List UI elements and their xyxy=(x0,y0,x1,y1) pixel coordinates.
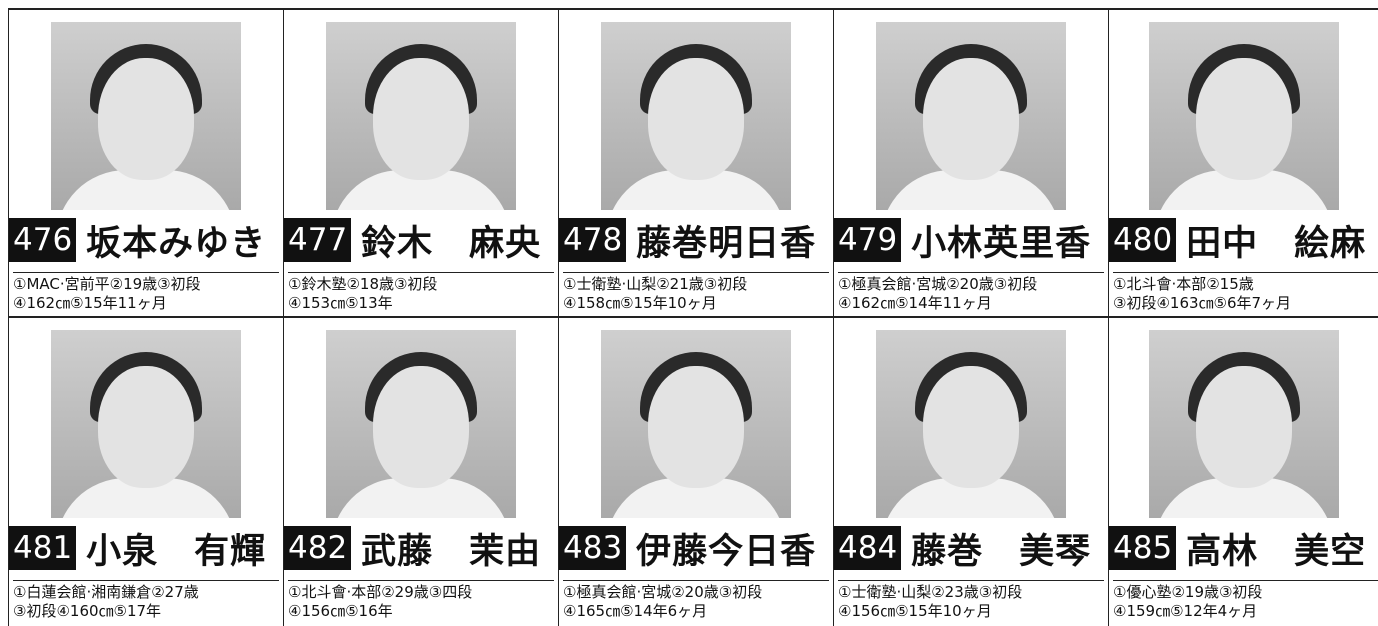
athlete-name: 高林 美空 xyxy=(1186,531,1367,572)
athlete-name: 伊藤今日香 xyxy=(636,531,817,572)
name-bar: 480 田中 絵麻 xyxy=(1109,215,1378,265)
profile-card: 478 藤巻明日香 ①士衛塾·山梨②21歳③初段 ④158㎝⑤15年10ヶ月 xyxy=(558,8,833,318)
name-bar: 484 藤巻 美琴 xyxy=(834,523,1107,573)
photo-face xyxy=(1195,366,1292,488)
entry-number: 479 xyxy=(834,218,902,262)
athlete-name: 鈴木 麻央 xyxy=(361,223,542,264)
athlete-name: 坂本みゆき xyxy=(86,223,267,264)
athlete-name: 藤巻 美琴 xyxy=(911,531,1092,572)
portrait-photo xyxy=(326,330,516,518)
athlete-info: ①北斗會·本部②29歳③四段 ④156㎝⑤16年 xyxy=(288,580,554,621)
info-line: ①白蓮会館·湘南鎌倉②27歳 xyxy=(13,583,199,601)
profile-card: 483 伊藤今日香 ①極真会館·宮城②20歳③初段 ④165㎝⑤14年6ヶ月 xyxy=(558,316,833,626)
profile-card: 476 坂本みゆき ①MAC·宮前平②19歳③初段 ④162㎝⑤15年11ヶ月 xyxy=(8,8,283,318)
athlete-info: ①優心塾②19歳③初段 ④159㎝⑤12年4ヶ月 xyxy=(1113,580,1378,621)
athlete-name: 田中 絵麻 xyxy=(1186,223,1367,264)
photo-face xyxy=(648,366,744,488)
portrait-photo xyxy=(1148,22,1339,210)
photo-face xyxy=(373,58,469,180)
athlete-info: ①極真会館·宮城②20歳③初段 ④165㎝⑤14年6ヶ月 xyxy=(563,580,829,621)
profile-card: 482 武藤 茉由 ①北斗會·本部②29歳③四段 ④156㎝⑤16年 xyxy=(283,316,558,626)
portrait-photo xyxy=(876,22,1066,210)
name-bar: 481 小泉 有輝 xyxy=(9,523,282,573)
info-line: ④156㎝⑤15年10ヶ月 xyxy=(838,602,992,620)
athlete-info: ①士衛塾·山梨②23歳③初段 ④156㎝⑤15年10ヶ月 xyxy=(838,580,1104,621)
photo-face xyxy=(98,366,194,488)
photo-face xyxy=(98,58,194,180)
athlete-info: ①MAC·宮前平②19歳③初段 ④162㎝⑤15年11ヶ月 xyxy=(13,272,279,313)
entry-number: 476 xyxy=(9,218,77,262)
info-line: ④162㎝⑤14年11ヶ月 xyxy=(838,294,992,312)
entry-number: 477 xyxy=(284,218,352,262)
athlete-name: 小泉 有輝 xyxy=(86,531,267,572)
name-bar: 476 坂本みゆき xyxy=(9,215,282,265)
name-bar: 479 小林英里香 xyxy=(834,215,1107,265)
athlete-name: 武藤 茉由 xyxy=(361,531,542,572)
photo-face xyxy=(923,58,1019,180)
athlete-name: 藤巻明日香 xyxy=(636,223,817,264)
photo-face xyxy=(1195,58,1292,180)
profile-card: 479 小林英里香 ①極真会館·宮城②20歳③初段 ④162㎝⑤14年11ヶ月 xyxy=(833,8,1108,318)
entry-number: 485 xyxy=(1109,526,1177,570)
info-line: ④165㎝⑤14年6ヶ月 xyxy=(563,602,708,620)
info-line: ①北斗會·本部②29歳③四段 xyxy=(288,583,473,601)
entry-number: 483 xyxy=(559,526,627,570)
name-bar: 477 鈴木 麻央 xyxy=(284,215,557,265)
name-bar: 478 藤巻明日香 xyxy=(559,215,832,265)
info-line: ①MAC·宮前平②19歳③初段 xyxy=(13,275,201,293)
info-line: ①極真会館·宮城②20歳③初段 xyxy=(838,275,1038,293)
info-line: ④156㎝⑤16年 xyxy=(288,602,393,620)
portrait-photo xyxy=(51,22,241,210)
name-bar: 485 高林 美空 xyxy=(1109,523,1378,573)
portrait-photo xyxy=(326,22,516,210)
portrait-photo xyxy=(876,330,1066,518)
info-line: ③初段④163㎝⑤6年7ヶ月 xyxy=(1113,294,1292,312)
profile-card: 481 小泉 有輝 ①白蓮会館·湘南鎌倉②27歳 ③初段④160㎝⑤17年 xyxy=(8,316,283,626)
athlete-info: ①極真会館·宮城②20歳③初段 ④162㎝⑤14年11ヶ月 xyxy=(838,272,1104,313)
portrait-photo xyxy=(1148,330,1339,518)
athlete-info: ①北斗會·本部②15歳 ③初段④163㎝⑤6年7ヶ月 xyxy=(1113,272,1378,313)
info-line: ④159㎝⑤12年4ヶ月 xyxy=(1113,602,1258,620)
info-line: ③初段④160㎝⑤17年 xyxy=(13,602,162,620)
info-line: ①優心塾②19歳③初段 xyxy=(1113,583,1263,601)
portrait-photo xyxy=(601,330,791,518)
portrait-photo xyxy=(51,330,241,518)
entry-number: 480 xyxy=(1109,218,1177,262)
profile-card: 480 田中 絵麻 ①北斗會·本部②15歳 ③初段④163㎝⑤6年7ヶ月 xyxy=(1108,8,1378,318)
info-line: ①鈴木塾②18歳③初段 xyxy=(288,275,438,293)
info-line: ④158㎝⑤15年10ヶ月 xyxy=(563,294,717,312)
info-line: ①北斗會·本部②15歳 xyxy=(1113,275,1254,293)
profile-card: 477 鈴木 麻央 ①鈴木塾②18歳③初段 ④153㎝⑤13年 xyxy=(283,8,558,318)
athlete-name: 小林英里香 xyxy=(911,223,1092,264)
athlete-info: ①白蓮会館·湘南鎌倉②27歳 ③初段④160㎝⑤17年 xyxy=(13,580,279,621)
entry-number: 484 xyxy=(834,526,902,570)
info-line: ④153㎝⑤13年 xyxy=(288,294,393,312)
name-bar: 482 武藤 茉由 xyxy=(284,523,557,573)
info-line: ①士衛塾·山梨②21歳③初段 xyxy=(563,275,748,293)
portrait-photo xyxy=(601,22,791,210)
athlete-info: ①士衛塾·山梨②21歳③初段 ④158㎝⑤15年10ヶ月 xyxy=(563,272,829,313)
athlete-info: ①鈴木塾②18歳③初段 ④153㎝⑤13年 xyxy=(288,272,554,313)
photo-face xyxy=(373,366,469,488)
entry-number: 478 xyxy=(559,218,627,262)
photo-face xyxy=(923,366,1019,488)
info-line: ①極真会館·宮城②20歳③初段 xyxy=(563,583,763,601)
profile-card: 484 藤巻 美琴 ①士衛塾·山梨②23歳③初段 ④156㎝⑤15年10ヶ月 xyxy=(833,316,1108,626)
entry-number: 482 xyxy=(284,526,352,570)
entry-number: 481 xyxy=(9,526,77,570)
info-line: ①士衛塾·山梨②23歳③初段 xyxy=(838,583,1023,601)
info-line: ④162㎝⑤15年11ヶ月 xyxy=(13,294,167,312)
photo-face xyxy=(648,58,744,180)
profile-card: 485 高林 美空 ①優心塾②19歳③初段 ④159㎝⑤12年4ヶ月 xyxy=(1108,316,1378,626)
name-bar: 483 伊藤今日香 xyxy=(559,523,832,573)
